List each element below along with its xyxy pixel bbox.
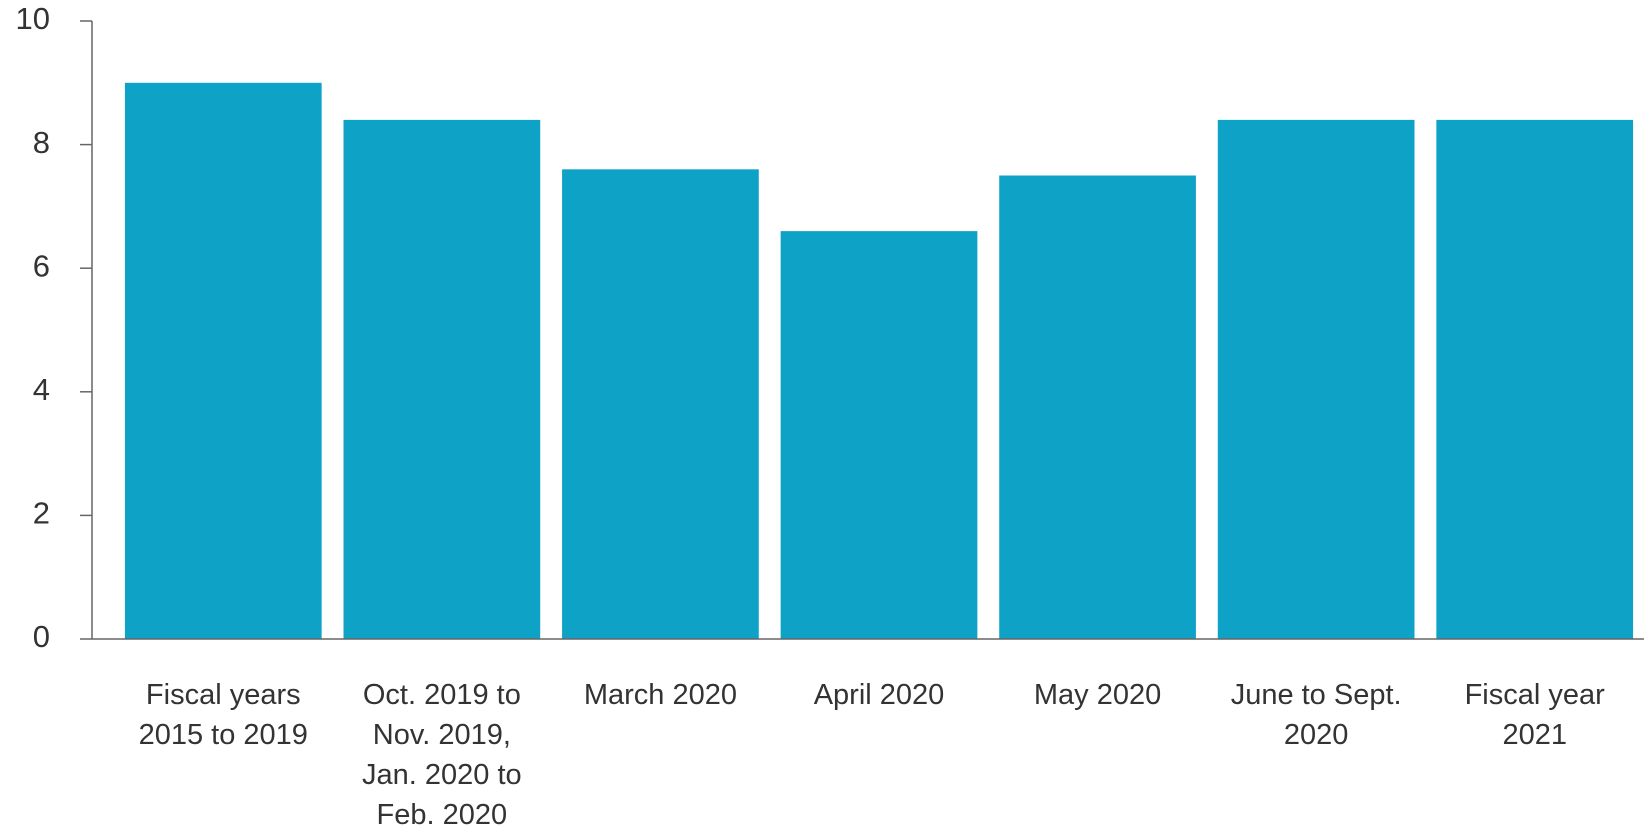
- y-tick-label: 0: [33, 619, 50, 654]
- bar: [999, 175, 1196, 639]
- y-tick-label: 6: [33, 248, 50, 283]
- x-tick-label: March 2020: [583, 679, 737, 711]
- x-tick-label: June to Sept. 2020: [1230, 679, 1402, 751]
- bar: [1217, 119, 1415, 639]
- x-tick-label: Fiscal year 2021: [1464, 679, 1605, 751]
- x-tick-label: Fiscal years 2015 to 2019: [138, 679, 308, 751]
- bar: [124, 82, 322, 640]
- x-tick-label: May 2020: [1033, 679, 1162, 711]
- bar: [562, 169, 759, 639]
- bar: [780, 231, 978, 639]
- y-tick-label: 2: [33, 496, 50, 531]
- x-tick-label: April 2020: [813, 679, 945, 711]
- y-tick-label: 4: [33, 372, 50, 407]
- y-tick-label: 8: [33, 125, 50, 160]
- bar: [343, 119, 541, 639]
- x-tick-label: Oct. 2019 to Nov. 2019, Jan. 2020 to Feb…: [362, 679, 522, 831]
- y-tick-label: 10: [16, 1, 50, 36]
- bar: [1436, 119, 1634, 639]
